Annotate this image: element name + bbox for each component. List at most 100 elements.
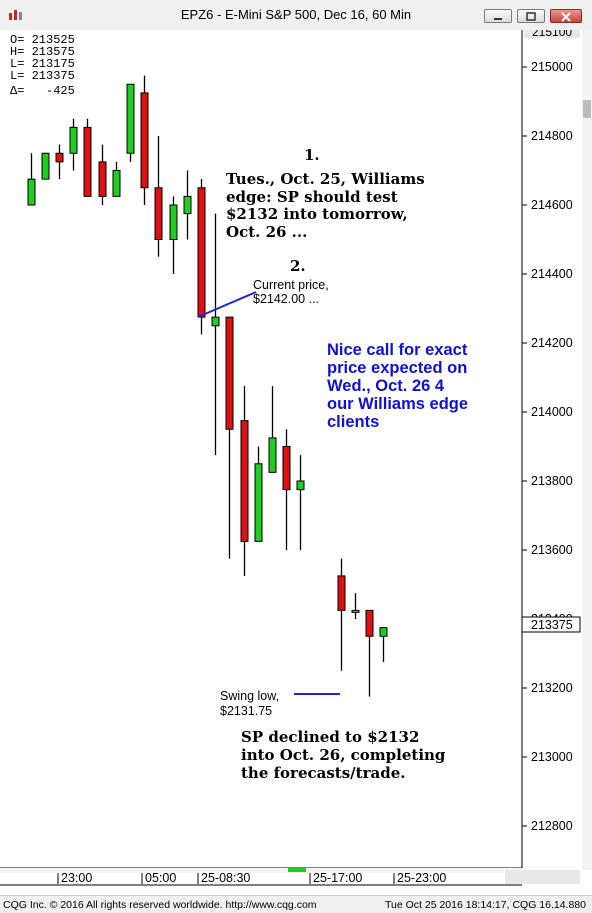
x-tick-label: 25-17:00 bbox=[313, 871, 362, 885]
bottom-note-line-2: into Oct. 26, completing bbox=[241, 746, 446, 764]
y-tick-label: 212800 bbox=[531, 819, 573, 833]
top-cut-box bbox=[524, 30, 580, 38]
bottom-note-line-3: the forecasts/trade. bbox=[241, 764, 406, 782]
note-1-number: 1. bbox=[304, 146, 320, 164]
note-1-line-4: Oct. 26 ... bbox=[226, 222, 308, 241]
y-tick-label: 214400 bbox=[531, 267, 573, 281]
ohlc-last: L= 213375 bbox=[10, 69, 75, 83]
candle-body bbox=[296, 480, 305, 491]
blue-note-line-5: clients bbox=[327, 413, 380, 431]
ohlc-high: H= 213575 bbox=[10, 45, 75, 59]
note-1-line-1: Tues., Oct. 25, Williams bbox=[226, 170, 425, 188]
timestamp-text: Tue Oct 25 2016 18:14:17, CQG 16.14.880 bbox=[385, 899, 586, 911]
candle-body bbox=[197, 187, 206, 318]
candle bbox=[337, 558, 346, 671]
minimize-button[interactable] bbox=[484, 9, 512, 23]
candle bbox=[41, 152, 50, 180]
blue-note-line-1: Nice call for exact bbox=[327, 341, 468, 359]
y-tick-label: 214800 bbox=[531, 129, 573, 143]
candle bbox=[296, 455, 305, 550]
chart-area[interactable]: 2128002130002132002134002136002138002140… bbox=[0, 30, 592, 895]
candle bbox=[268, 386, 277, 473]
candle-body bbox=[282, 446, 291, 491]
candle-body bbox=[98, 161, 107, 197]
candle-body bbox=[27, 178, 36, 206]
candle-body bbox=[240, 420, 249, 542]
blue-note-line-4: our Williams edge bbox=[327, 395, 469, 413]
swing-low-line-2: $2131.75 bbox=[220, 704, 273, 718]
candle bbox=[169, 196, 178, 274]
candle-body bbox=[154, 187, 163, 240]
candlestick-series bbox=[27, 75, 388, 697]
date-box bbox=[505, 870, 580, 884]
candle bbox=[379, 627, 388, 663]
last-price-label: 213375 bbox=[531, 618, 573, 632]
ohlc-low: L= 213175 bbox=[10, 57, 75, 71]
candle-body bbox=[351, 609, 360, 613]
close-button[interactable] bbox=[550, 9, 582, 23]
note-2-line-2: $2142.00 ... bbox=[253, 292, 320, 306]
candle-body bbox=[379, 627, 388, 637]
ohlc-change: Δ= -425 bbox=[10, 84, 75, 98]
horizontal-scroll-thumb[interactable] bbox=[288, 868, 306, 872]
candle-body bbox=[211, 316, 220, 327]
y-tick-label: 213800 bbox=[531, 474, 573, 488]
candle-body bbox=[69, 126, 78, 154]
title-bar[interactable]: EPZ6 - E-Mini S&P 500, Dec 16, 60 Min bbox=[0, 0, 592, 31]
y-tick-label: 214600 bbox=[531, 198, 573, 212]
candle-body bbox=[169, 204, 178, 240]
price-axis: 2128002130002132002134002136002138002140… bbox=[522, 60, 573, 833]
candle bbox=[112, 161, 121, 197]
x-tick-label: 23:00 bbox=[61, 871, 92, 885]
status-bar: CQG Inc. © 2016 All rights reserved worl… bbox=[0, 895, 592, 913]
y-tick-label: 213600 bbox=[531, 543, 573, 557]
candle-body bbox=[365, 609, 374, 637]
y-tick-label: 214200 bbox=[531, 336, 573, 350]
window-title: EPZ6 - E-Mini S&P 500, Dec 16, 60 Min bbox=[180, 7, 412, 22]
candle-body bbox=[254, 463, 263, 542]
candle bbox=[183, 170, 192, 240]
ohlc-open: O= 213525 bbox=[10, 33, 75, 47]
candle bbox=[240, 386, 249, 576]
y-tick-label: 215000 bbox=[531, 60, 573, 74]
candle-body bbox=[140, 92, 149, 189]
candle bbox=[351, 593, 360, 619]
candle-body bbox=[55, 152, 64, 163]
blue-note-line-2: price expected on bbox=[327, 359, 468, 377]
candle bbox=[365, 609, 374, 697]
candle bbox=[55, 144, 64, 180]
vertical-scroll-thumb[interactable] bbox=[583, 100, 591, 118]
candle-body bbox=[183, 195, 192, 215]
x-tick-label: 05:00 bbox=[145, 871, 176, 885]
candle bbox=[211, 213, 220, 456]
vertical-scrollbar[interactable] bbox=[582, 30, 592, 870]
note-1-line-3: $2132 into tomorrow, bbox=[226, 205, 408, 223]
maximize-icon bbox=[526, 12, 536, 21]
candle-body bbox=[83, 126, 92, 197]
candle bbox=[98, 144, 107, 205]
candle bbox=[282, 429, 291, 550]
candle bbox=[83, 118, 92, 197]
note-2-line-1: Current price, bbox=[253, 278, 329, 292]
candle bbox=[126, 83, 135, 162]
candle-body bbox=[41, 152, 50, 180]
horizontal-scrollbar[interactable] bbox=[0, 868, 522, 873]
candle bbox=[197, 179, 206, 335]
candle-body bbox=[337, 575, 346, 611]
candle-body bbox=[225, 316, 234, 430]
y-tick-label: 213000 bbox=[531, 750, 573, 764]
app-icon bbox=[9, 10, 22, 20]
candle bbox=[154, 136, 163, 257]
top-cut-label: 215100 bbox=[532, 30, 572, 39]
x-tick-label: 25-23:00 bbox=[397, 871, 446, 885]
candle bbox=[225, 316, 234, 559]
candle-body bbox=[268, 437, 277, 473]
y-tick-label: 214000 bbox=[531, 405, 573, 419]
candle bbox=[254, 446, 263, 542]
maximize-button[interactable] bbox=[517, 9, 545, 23]
candle bbox=[140, 75, 149, 205]
x-tick-label: 25-08:30 bbox=[201, 871, 250, 885]
note-2-number: 2. bbox=[290, 257, 306, 275]
candle-body bbox=[112, 170, 121, 197]
swing-low-line-1: Swing low, bbox=[220, 689, 280, 703]
